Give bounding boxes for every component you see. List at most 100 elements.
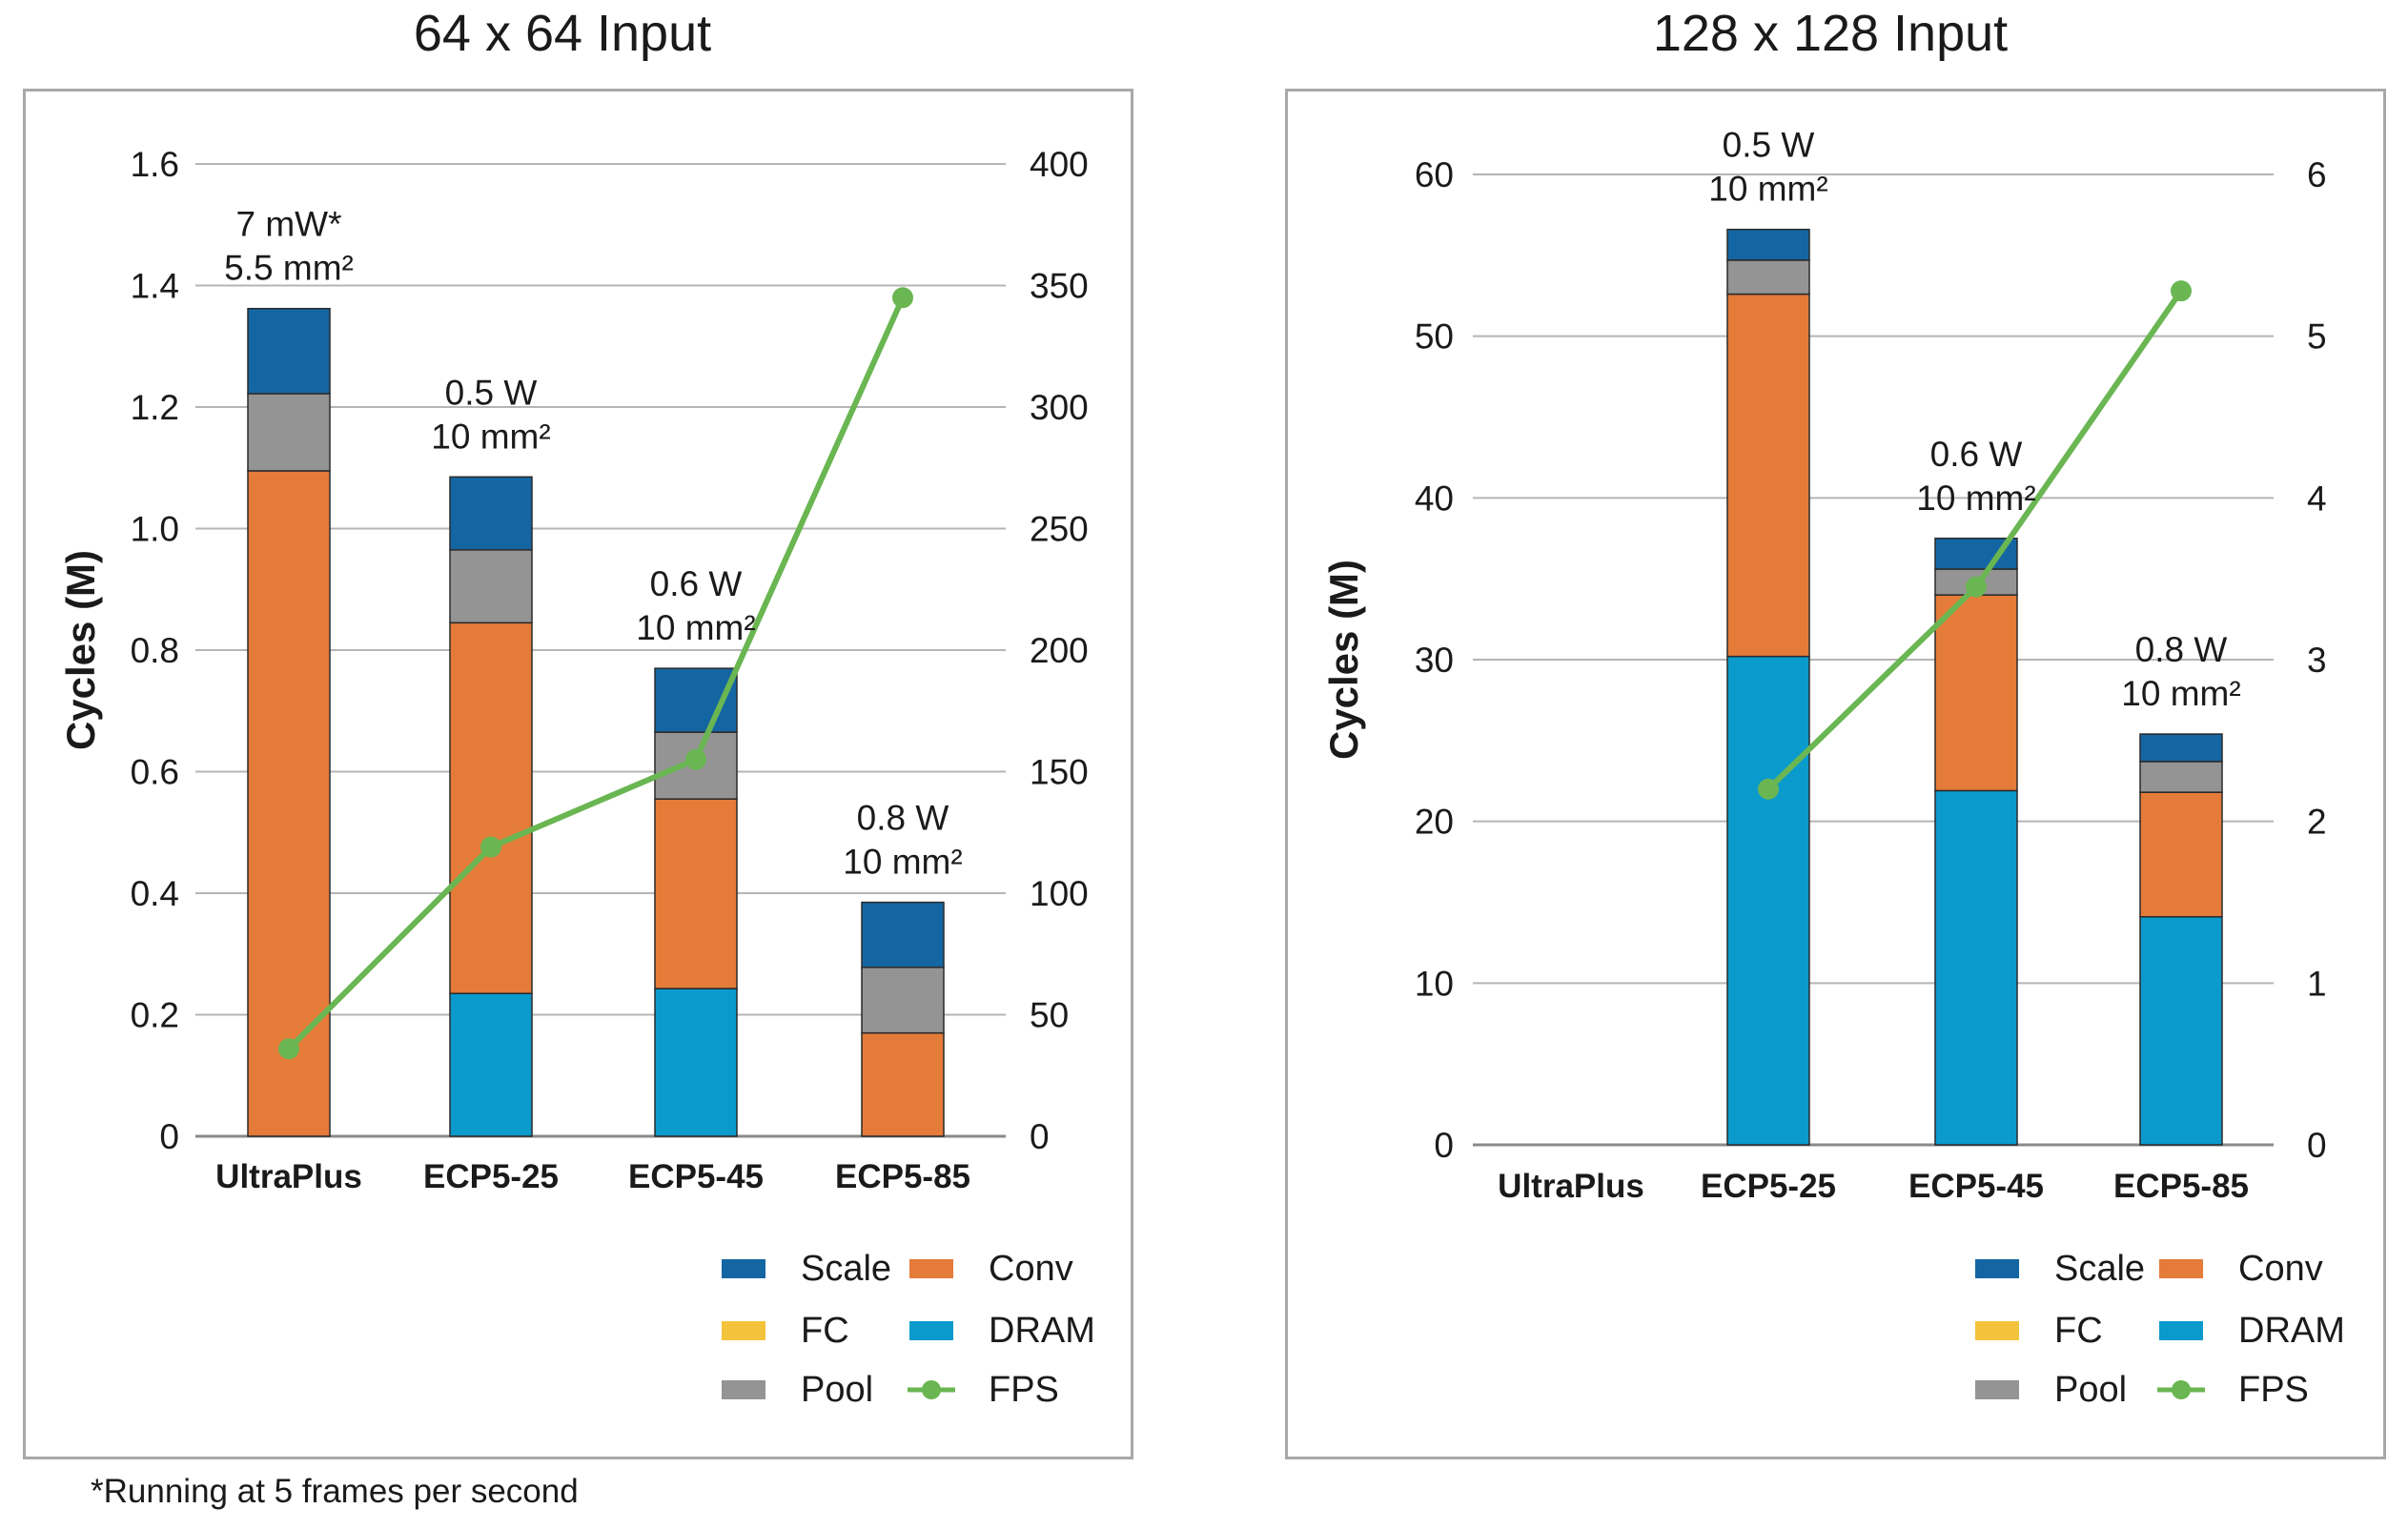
footnote: *Running at 5 frames per second [91, 1473, 579, 1510]
fps-point [892, 287, 913, 309]
fps-point [278, 1038, 299, 1060]
bar-annotation: 10 mm² [843, 843, 962, 882]
y-tick-label: 0.2 [131, 996, 179, 1035]
bar-segment-scale [861, 901, 945, 968]
x-tick-label: UltraPlus [1498, 1168, 1644, 1205]
chart-title: 128 x 128 Input [1652, 5, 2009, 62]
bar-segment-scale [2139, 733, 2223, 763]
x-tick-label: ECP5-85 [2113, 1168, 2249, 1205]
y-tick-label: 1.4 [131, 267, 179, 306]
legend-swatch-scale [1975, 1259, 2019, 1278]
legend-label: Conv [989, 1249, 1073, 1289]
y2-tick-label: 50 [1030, 996, 1069, 1035]
bar-segment-conv [2139, 791, 2223, 918]
legend-label: Scale [2054, 1249, 2145, 1289]
bar-segment-pool [1726, 259, 1810, 296]
y-tick-label: 1.6 [131, 145, 179, 184]
bar-annotation: 10 mm² [431, 417, 550, 456]
bar-annotation: 5.5 mm² [224, 249, 354, 288]
y-tick-label: 0.8 [131, 631, 179, 670]
legend-label: FC [801, 1311, 849, 1351]
legend-label: FPS [989, 1370, 1059, 1410]
legend-swatch-pool [1975, 1380, 2019, 1399]
bar-segment-conv [1726, 293, 1810, 658]
x-tick-label: ECP5-45 [1908, 1168, 2044, 1205]
bar-annotation: 7 mW* [236, 205, 342, 244]
fps-point [685, 748, 706, 770]
y2-tick-label: 150 [1030, 753, 1089, 792]
y-tick-label: 0 [1434, 1126, 1454, 1165]
legend-label: Conv [2238, 1249, 2323, 1289]
y2-tick-label: 4 [2307, 479, 2327, 518]
bar-segment-conv [861, 1031, 945, 1137]
bar-segment-dram [1934, 789, 2018, 1146]
fps-point [1758, 778, 1779, 800]
bar-annotation: 0.5 W [1723, 126, 1815, 165]
bar-annotation: 10 mm² [1708, 170, 1827, 209]
legend-label: DRAM [989, 1311, 1095, 1351]
legend-label: Pool [2054, 1370, 2127, 1410]
y2-tick-label: 0 [1030, 1117, 1050, 1156]
y-tick-label: 50 [1415, 317, 1454, 357]
bar-annotation: 10 mm² [2121, 674, 2240, 713]
bar-annotation: 0.8 W [857, 799, 949, 838]
chart-frame-right [1285, 89, 2386, 1459]
bar-segment-scale [247, 307, 331, 395]
bar-annotation: 10 mm² [636, 608, 755, 647]
bar-annotation: 0.8 W [2135, 630, 2228, 669]
x-tick-label: UltraPlus [215, 1158, 362, 1195]
y2-tick-label: 2 [2307, 803, 2327, 842]
fps-line [286, 296, 906, 1051]
legend-swatch-pool [722, 1380, 765, 1399]
y-tick-label: 10 [1415, 964, 1454, 1003]
bar-annotation: 10 mm² [1916, 479, 2035, 518]
bar-segment-conv [247, 470, 331, 1137]
chart-0 [195, 163, 1006, 1399]
legend-label: FPS [2238, 1370, 2309, 1410]
legend-label: Pool [801, 1370, 873, 1410]
x-tick-label: ECP5-45 [628, 1158, 764, 1195]
legend-swatch-fc [1975, 1321, 2019, 1340]
bar-segment-scale [1726, 228, 1810, 261]
legend-swatch-fc [722, 1321, 765, 1340]
bar-segment-conv [654, 798, 738, 989]
y-tick-label: 1.2 [131, 388, 179, 427]
bar-segment-dram [449, 992, 533, 1137]
x-tick-label: ECP5-25 [423, 1158, 559, 1195]
legend-label: Scale [801, 1249, 891, 1289]
y-axis-label: Cycles (M) [1321, 560, 1366, 760]
bar-segment-pool [247, 393, 331, 472]
y2-tick-label: 400 [1030, 145, 1089, 184]
y2-tick-label: 0 [2307, 1126, 2327, 1165]
y-tick-label: 1.0 [131, 510, 179, 549]
y2-tick-label: 300 [1030, 388, 1089, 427]
bar-segment-conv [1934, 594, 2018, 792]
x-tick-label: ECP5-85 [835, 1158, 970, 1195]
y2-tick-label: 6 [2307, 155, 2327, 194]
bar-segment-pool [861, 967, 945, 1034]
bar-segment-dram [1726, 655, 1810, 1146]
bar-segment-dram [2139, 916, 2223, 1146]
legend-swatch-scale [722, 1259, 765, 1278]
legend-swatch-fps [2172, 1380, 2191, 1399]
y2-tick-label: 250 [1030, 510, 1089, 549]
legend-swatch-dram [909, 1321, 953, 1340]
y-tick-label: 0.6 [131, 753, 179, 792]
fps-point [2171, 280, 2192, 302]
fps-point [1966, 576, 1987, 598]
y2-tick-label: 350 [1030, 267, 1089, 306]
chart-1 [1473, 173, 2274, 1399]
legend-swatch-conv [2159, 1259, 2203, 1278]
y2-tick-label: 5 [2307, 317, 2327, 357]
bar-segment-conv [449, 622, 533, 994]
y2-tick-label: 100 [1030, 874, 1089, 913]
y2-tick-label: 1 [2307, 964, 2327, 1003]
y2-tick-label: 3 [2307, 641, 2327, 680]
bar-segment-pool [449, 549, 533, 624]
y-tick-label: 0 [159, 1117, 179, 1156]
chart-frame-left [23, 89, 1133, 1459]
fps-point [480, 836, 501, 858]
x-tick-label: ECP5-25 [1701, 1168, 1836, 1205]
y-tick-label: 20 [1415, 803, 1454, 842]
